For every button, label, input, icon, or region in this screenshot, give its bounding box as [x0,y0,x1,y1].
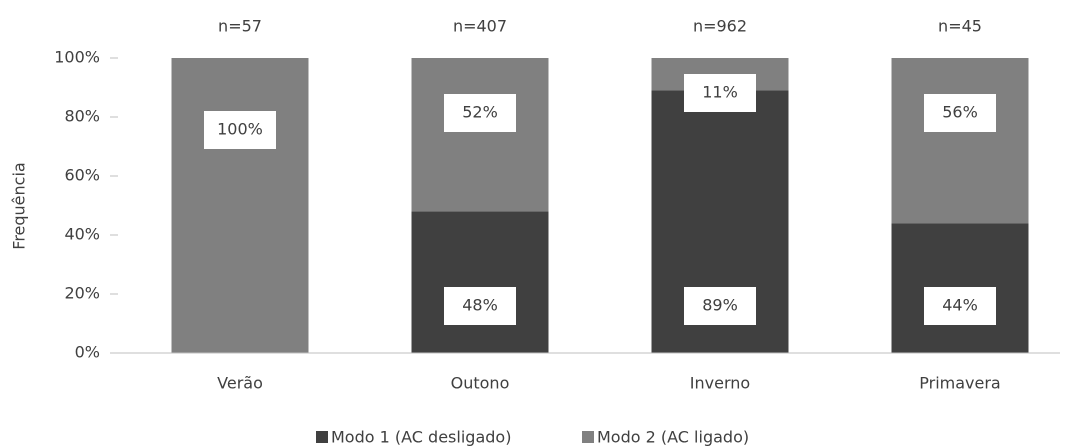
bar-segment [411,58,549,212]
data-label-box [684,287,756,325]
x-tick-label: Primavera [919,374,1000,393]
data-label-box [444,287,516,325]
x-tick-label: Verão [217,374,263,393]
x-tick-label: Outono [451,374,510,393]
data-label-box [924,287,996,325]
y-tick-label: 0% [75,343,100,362]
y-tick-label: 40% [64,225,100,244]
data-label: 48% [462,296,498,315]
y-tick-label: 60% [64,166,100,185]
legend-label: Modo 2 (AC ligado) [597,428,749,447]
annotation: n=57 [218,17,262,36]
y-axis-label: Frequência [10,162,29,249]
legend-swatch [316,431,328,443]
bar-segment [171,58,309,353]
data-label: 11% [702,83,738,102]
data-label: 52% [462,103,498,122]
annotation: n=407 [453,17,507,36]
data-label: 89% [702,296,738,315]
data-label-box [924,94,996,132]
x-tick-label: Inverno [690,374,750,393]
annotation: n=962 [693,17,747,36]
data-label: 44% [942,296,978,315]
legend-label: Modo 1 (AC desligado) [331,428,511,447]
y-tick-label: 80% [64,107,100,126]
y-tick-label: 100% [54,48,100,67]
bar-segment [891,58,1029,224]
annotation: n=45 [938,17,982,36]
y-tick-label: 20% [64,284,100,303]
data-label-box [684,74,756,112]
bar-segment [411,211,549,353]
data-label-box [444,94,516,132]
data-label-box [204,111,276,149]
data-label: 100% [217,120,263,139]
legend-swatch [582,431,594,443]
data-label: 56% [942,103,978,122]
